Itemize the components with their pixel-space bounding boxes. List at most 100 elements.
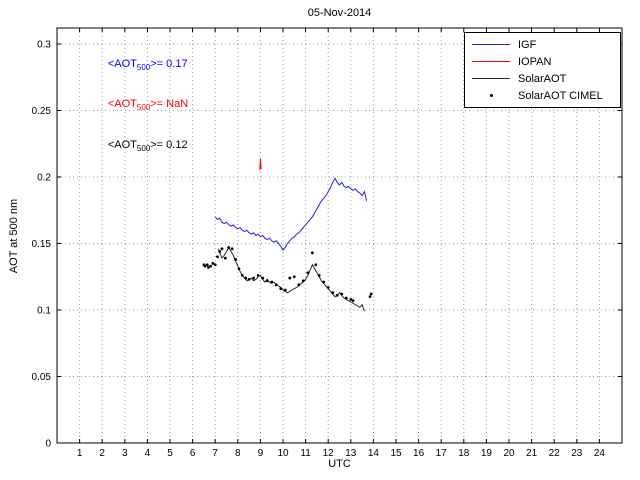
x-tick-label: 6 [190, 448, 196, 459]
x-tick-label: 21 [526, 448, 538, 459]
y-tick-label: 0.1 [37, 305, 51, 316]
solaraot-cimel-point [288, 276, 292, 280]
x-tick-label: 13 [345, 448, 357, 459]
x-tick-label: 11 [300, 448, 311, 459]
solaraot-cimel-point [317, 274, 321, 277]
x-tick-label: 10 [277, 448, 289, 459]
legend-item-label: IGF [518, 38, 537, 51]
solaraot-cimel-point [270, 280, 274, 284]
solaraot-cimel-point [340, 292, 344, 296]
solaraot-cimel-point [331, 291, 335, 295]
y-tick-label: 0.05 [32, 372, 52, 383]
y-tick-label: 0.3 [37, 39, 51, 50]
solaraot-cimel-point [209, 264, 213, 268]
solaraot-cimel-point [205, 263, 209, 267]
legend-item: IOPAN [465, 53, 620, 70]
solaraot-cimel-point [310, 251, 314, 255]
solaraot-cimel-point [234, 258, 237, 261]
x-tick-label: 5 [167, 448, 173, 459]
solaraot-cimel-point [369, 292, 373, 296]
solaraot-cimel-point [240, 274, 244, 277]
solaraot-cimel-point [218, 250, 222, 253]
legend-marker-sample [472, 94, 510, 97]
legend-line-sample [472, 61, 510, 62]
y-tick-label: 0.25 [32, 106, 52, 117]
solaraot-cimel-point [326, 285, 330, 289]
legend: IGF IOPAN SolarAOT SolarAOT CIMEL [464, 32, 621, 108]
solaraot-cimel-point [274, 283, 278, 287]
x-tick-label: 4 [145, 448, 151, 459]
x-tick-label: 23 [571, 448, 583, 459]
x-tick-label: 18 [458, 448, 470, 459]
aot-mean-annotation: <AOT500>= NaN [107, 98, 189, 113]
x-tick-label: 20 [503, 448, 515, 459]
solaraot-cimel-point [265, 279, 269, 283]
solaraot-cimel-point [344, 296, 348, 300]
legend-item-label: SolarAOT [518, 72, 567, 85]
x-tick-label: 9 [258, 448, 264, 459]
solaraot-cimel-point [322, 280, 326, 284]
solaraot-cimel-point [213, 263, 217, 267]
solaraot-cimel-point [237, 267, 241, 271]
solaraot-cimel-point [283, 288, 287, 292]
solaraot-cimel-point [349, 297, 353, 301]
x-tick-label: 1 [77, 448, 83, 459]
solaraot-cimel-point [314, 263, 318, 267]
iopan-line [259, 158, 262, 171]
x-tick-label: 3 [122, 448, 128, 459]
x-tick-label: 15 [390, 448, 402, 459]
igf-line [214, 177, 368, 251]
solaraot-cimel-point [335, 293, 339, 297]
legend-line-sample [472, 44, 510, 45]
solaraot-cimel-point [211, 262, 215, 265]
solaraot-cimel-point [216, 255, 219, 259]
x-tick-label: 19 [481, 448, 493, 459]
solaraot-cimel-point [227, 246, 231, 249]
x-tick-label: 22 [549, 448, 561, 459]
solaraot-cimel-point [279, 287, 283, 291]
legend-dot-icon [489, 94, 493, 97]
y-tick-label: 0.15 [32, 239, 52, 250]
legend-line-sample [472, 78, 510, 79]
solaraot-cimel-point [306, 271, 310, 275]
solaraot-cimel-point [256, 274, 260, 277]
y-tick-label: 0.2 [37, 172, 51, 183]
solaraot-cimel-point [207, 266, 210, 269]
chart-title: 05-Nov-2014 [307, 7, 372, 19]
x-tick-label: 16 [413, 448, 425, 459]
legend-line-icon [472, 44, 510, 45]
solaraot-cimel-point [301, 279, 305, 283]
legend-line-icon [472, 78, 510, 79]
legend-line-icon [472, 61, 510, 62]
x-tick-label: 17 [436, 448, 448, 459]
legend-item-label: SolarAOT CIMEL [518, 89, 603, 102]
solaraot-cimel-point [230, 247, 234, 251]
solaraot-cimel-point [223, 256, 227, 260]
solaraot-cimel-point [244, 276, 248, 280]
plot-border [56, 27, 623, 444]
solaraot-cimel-point [297, 283, 301, 287]
legend-item: IGF [465, 36, 620, 53]
x-tick-label: 8 [235, 448, 241, 459]
x-tick-label: 2 [99, 448, 105, 459]
aot-mean-annotation: <AOT500>= 0.12 [107, 139, 188, 154]
solaraot-cimel-point [220, 247, 224, 251]
solaraot-cimel-point [368, 295, 372, 299]
aot-mean-annotation: <AOT500>= 0.17 [107, 58, 188, 73]
x-tick-label: 12 [323, 448, 335, 459]
solaraot-cimel-point [261, 276, 265, 280]
solaraot-cimel-point [351, 299, 355, 303]
legend-item-label: IOPAN [518, 55, 552, 68]
solaraot-cimel-point [203, 264, 207, 268]
x-tick-label: 7 [212, 448, 218, 459]
x-tick-label: 24 [594, 448, 606, 459]
legend-item: SolarAOT CIMEL [465, 87, 620, 104]
legend-item: SolarAOT [465, 70, 620, 87]
solaraot-line [218, 246, 365, 312]
x-axis-label: UTC [328, 458, 351, 470]
solaraot-cimel-point [252, 276, 256, 280]
solaraot-cimel-point [247, 277, 251, 281]
x-tick-label: 14 [368, 448, 380, 459]
